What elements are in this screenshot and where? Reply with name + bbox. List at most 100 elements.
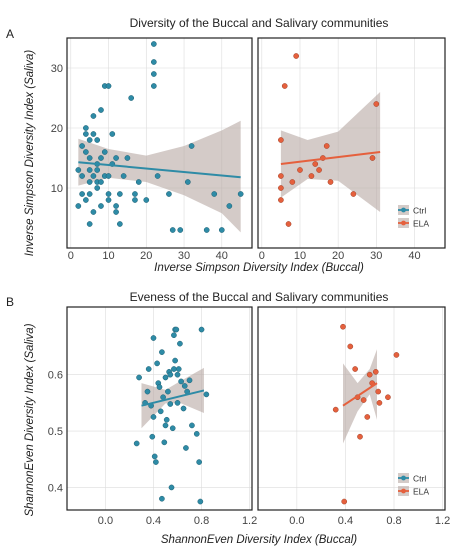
panel-a-facet-ctrl-xtick-label: 30 xyxy=(178,250,190,262)
panel-b-facet-ctrl-fit-line xyxy=(141,389,205,407)
panel-a-facet-ela-point xyxy=(323,143,330,149)
panel-a-legend-ctrl-key-point xyxy=(401,207,406,213)
panel-b-legend-ela-label: ELA xyxy=(413,487,429,497)
panel-b-facet-ela-point xyxy=(360,397,367,403)
panel-a-facet-ctrl-point xyxy=(90,131,97,137)
panel-b-facet-ctrl-point xyxy=(145,366,152,372)
panel-a-facet-ctrl-point xyxy=(83,131,89,137)
panel-a-xlabel: Inverse Simpson Diversity Index (Buccal) xyxy=(154,262,364,274)
panel-b-facet-ctrl-point xyxy=(150,335,157,341)
panel-a-facet-ctrl-xtick-label: 20 xyxy=(140,250,152,262)
panel-a-facet-ctrl-point xyxy=(150,41,157,47)
panel-a-facet-ctrl-point xyxy=(150,71,157,77)
panel-b-facet-ctrl-point xyxy=(181,383,188,389)
panel-b-facet-ela-point xyxy=(364,414,371,420)
panel-a-facet-ctrl-xtick-label: 10 xyxy=(102,250,114,262)
panel-b-facet-ela-point xyxy=(375,388,382,395)
panel-b-facet-ctrl-point xyxy=(149,433,156,440)
panel-b-facet-ctrl-point xyxy=(186,377,193,384)
panel-b-facet-ctrl-point xyxy=(183,445,189,451)
panel-a-facet-ctrl-xtick-label: 0 xyxy=(68,250,74,262)
panel-b-facet-ctrl-point xyxy=(163,416,170,423)
panel-b-facet-ctrl-point xyxy=(136,374,142,381)
panel-a-facet-ctrl-point xyxy=(218,227,225,233)
panel-a-facet-ctrl-point xyxy=(226,203,233,209)
panel-a-facet-ela-xtick-label: 10 xyxy=(294,250,306,262)
panel-b-facet-ela-xtick-label: 1.2 xyxy=(435,515,450,527)
panel-b-facet-ela-xtick-label: 0.4 xyxy=(338,515,353,527)
panel-a: 0 10 20 30 40 10 20 30 0 10 20 30 40 Ctrl ELA xyxy=(51,37,446,262)
panel-b-facet-ctrl-point xyxy=(165,388,171,395)
panel-b-facet-ela-point xyxy=(372,368,379,375)
panel-a-facet-ctrl-point xyxy=(105,191,112,197)
panel-a-facet-ctrl-point xyxy=(75,167,82,173)
panel-a-facet-ctrl-point xyxy=(83,125,89,131)
panel-b: 0.0 0.4 0.8 1.2 0.4 0.5 0.6 0.0 0.4 0.8 1.2 Ctrl ELA xyxy=(48,306,450,527)
panel-a-facet-ctrl-ytick-label: 20 xyxy=(51,123,63,135)
panel-b-facet-ela-xtick-label: 0.8 xyxy=(386,515,401,527)
panel-a-facet-ctrl-point xyxy=(105,173,112,179)
panel-a-facet-ctrl-point xyxy=(86,221,93,227)
panel-a-facet-ctrl-point xyxy=(90,209,97,215)
panel-a-facet-ela-point xyxy=(278,197,284,203)
panel-a-facet-ctrl-point xyxy=(86,137,93,143)
panel-a-facet-ctrl-point xyxy=(203,227,210,233)
panel-a-facet-ctrl-point xyxy=(94,137,101,143)
panel-b-facet-ela-point xyxy=(376,400,383,406)
panel-a-facet-ela-point xyxy=(278,173,284,179)
panel-a-facet-ela-point xyxy=(278,185,284,191)
panel-b-facet-ctrl-point xyxy=(196,459,202,465)
panel-a-facet-ctrl-point xyxy=(79,173,85,179)
panel-b-facet-ctrl-point xyxy=(197,498,204,505)
panel-b-facet-ctrl-point xyxy=(173,326,180,333)
panel-a-facet-ctrl-point xyxy=(86,179,93,185)
panel-a-facet-ctrl-fit-line xyxy=(78,161,241,179)
panel-a-facet-ctrl-point xyxy=(117,221,123,227)
panel-a-facet-ctrl-point xyxy=(128,95,135,101)
panel-a-ylabel: Inverse Simpson Diversity Index (Saliva) xyxy=(24,50,36,257)
panel-a-facet-ela-point xyxy=(350,191,357,197)
panel-a-facet-ctrl-point xyxy=(86,191,93,197)
panel-a-facet-ctrl-point xyxy=(94,167,101,173)
panel-b-facet-ctrl-point xyxy=(162,374,169,381)
panel-a-facet-ctrl-point xyxy=(188,143,195,149)
panel-a-facet-ctrl-point xyxy=(124,155,131,161)
panel-b-facet-ctrl-point xyxy=(178,378,184,385)
panel-b-facet-ela-point xyxy=(352,366,358,372)
panel-b-facet-ctrl: 0.0 0.4 0.8 1.2 0.4 0.5 0.6 xyxy=(48,306,257,527)
panel-b-facet-ctrl-ytick-label: 0.4 xyxy=(48,482,63,494)
panel-b-facet-ctrl-point xyxy=(159,349,165,355)
panel-b-facet-ctrl-ytick-label: 0.6 xyxy=(48,370,63,382)
panel-a-facet-ela-xtick-label: 20 xyxy=(332,250,344,262)
panel-b-facet-ela-point xyxy=(340,323,346,330)
panel-a-facet-ctrl-point xyxy=(166,191,172,197)
panel-a-facet-ctrl-point xyxy=(113,209,119,215)
panel-a-facet-ctrl-ytick-label: 10 xyxy=(51,183,63,195)
panel-b-facet-ctrl-point xyxy=(151,453,158,460)
panel-b-facet-ela: 0.0 0.4 0.8 1.2 xyxy=(257,306,450,527)
panel-b-facet-ctrl-point xyxy=(174,400,181,406)
panel-a-title: Diversity of the Buccal and Salivary com… xyxy=(130,16,389,30)
panel-a-facet-ctrl-point xyxy=(83,149,89,155)
panel-a-facet-ctrl-point xyxy=(135,179,142,185)
panel-b-facet-ctrl-point xyxy=(171,366,177,372)
panel-b-facet-ctrl-xtick-label: 0.4 xyxy=(146,515,161,527)
panel-a-facet-ela-xtick-label: 30 xyxy=(370,250,382,262)
panel-b-facet-ela-xtick-label: 0.0 xyxy=(289,515,304,527)
panel-a-facet-ela: 0 10 20 30 40 xyxy=(257,37,446,262)
panel-a-facet-ctrl-point xyxy=(90,173,97,179)
panel-a-facet-ctrl-point xyxy=(105,83,112,89)
panel-a-facet-ela-point xyxy=(312,161,319,167)
panel-a-facet-ela-point xyxy=(278,137,284,143)
panel-a-facet-ctrl-xtick-label: 40 xyxy=(216,250,228,262)
panel-b-facet-ctrl-point xyxy=(153,459,159,465)
panel-a-facet-ela-point xyxy=(293,53,300,59)
panel-a-facet-ctrl-point xyxy=(109,131,116,137)
panel-a-facet-ctrl-point xyxy=(211,191,218,197)
panel-b-facet-ela-fit-line xyxy=(342,382,378,407)
panel-b-facet-ctrl-point xyxy=(161,439,168,446)
panel-a-facet-ela-point xyxy=(308,173,315,179)
panel-b-facet-ela-point xyxy=(357,433,363,440)
panel-a-facet-ela-point xyxy=(281,83,288,89)
